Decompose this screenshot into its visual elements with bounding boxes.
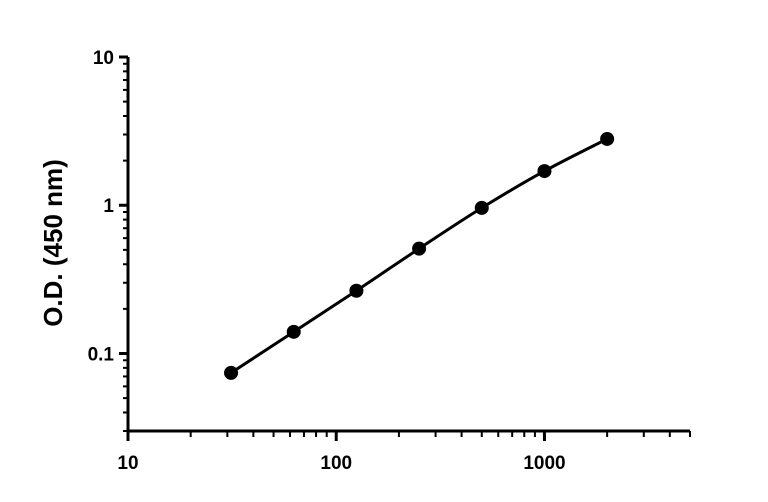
- data-point: [537, 164, 552, 179]
- y-axis-title: O.D. (450 nm): [38, 159, 68, 327]
- x-axis-ticks: 10 100 1000: [117, 431, 691, 474]
- data-point: [600, 131, 615, 146]
- data-point: [412, 241, 427, 256]
- y-tick-label: 1: [103, 196, 114, 217]
- data-point: [286, 324, 301, 339]
- x-tick-label: 1000: [523, 453, 565, 474]
- data-points: [224, 131, 615, 380]
- data-point: [349, 283, 364, 298]
- y-tick-label: 0.1: [88, 344, 115, 365]
- y-tick-label: 10: [93, 48, 114, 69]
- data-point: [474, 200, 489, 215]
- x-tick-label: 100: [320, 453, 352, 474]
- x-tick-label: 10: [117, 453, 138, 474]
- data-point: [224, 365, 239, 380]
- y-axis-ticks: 0.1 1 10: [88, 48, 128, 432]
